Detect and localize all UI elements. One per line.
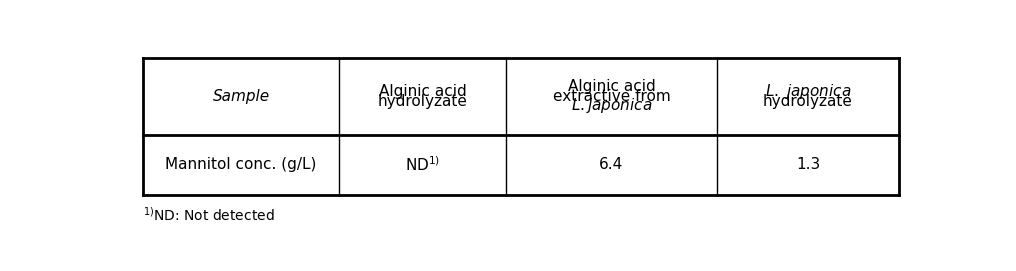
Text: $\it{L.japonica}$: $\it{L.japonica}$ [571,96,652,115]
Text: ND$^{1)}$: ND$^{1)}$ [405,156,440,174]
Text: hydrolyzate: hydrolyzate [763,93,852,108]
Text: Alginic acid: Alginic acid [379,84,466,99]
Text: $^{1)}$ND: Not detected: $^{1)}$ND: Not detected [142,206,274,224]
Text: extractive from: extractive from [553,89,671,104]
Text: Sample: Sample [212,89,269,104]
Text: Mannitol conc. (g/L): Mannitol conc. (g/L) [166,157,317,172]
Text: 6.4: 6.4 [599,157,624,172]
Text: Alginic acid: Alginic acid [568,79,655,94]
Text: hydrolyzate: hydrolyzate [378,93,467,108]
Text: 1.3: 1.3 [796,157,820,172]
Text: $\it{L.\ japonica}$: $\it{L.\ japonica}$ [765,82,851,101]
